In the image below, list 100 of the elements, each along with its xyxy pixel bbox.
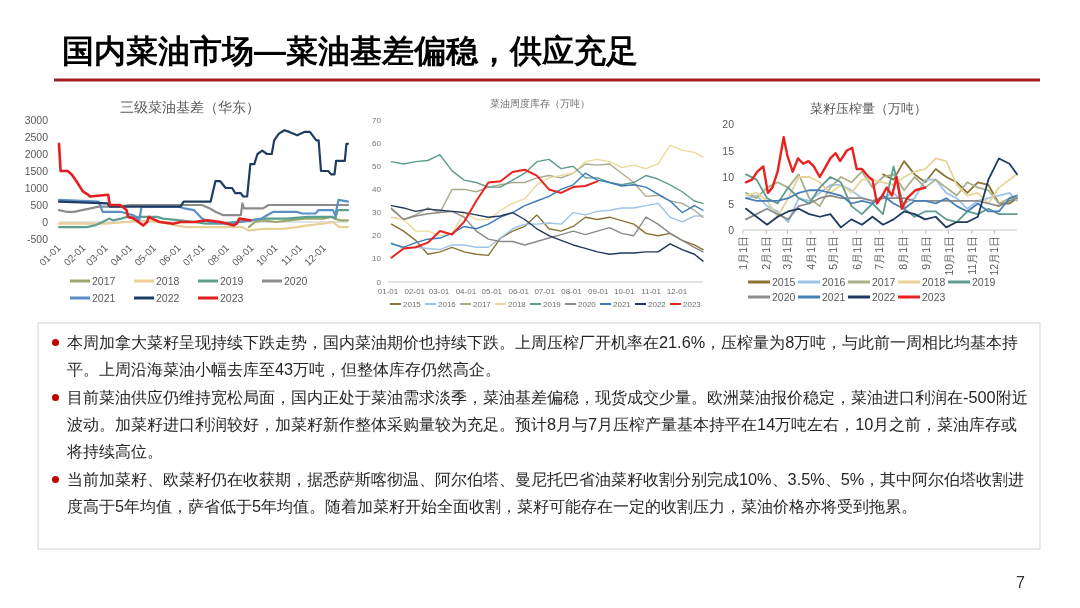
line-series — [57, 142, 252, 227]
x-tick-label: 6月1日 — [850, 236, 863, 270]
x-tick-label: 8月1日 — [896, 236, 909, 270]
y-tick-label: 60 — [372, 138, 382, 148]
x-tick-label: 09-01 — [588, 286, 610, 296]
x-tick-label: 2月1日 — [760, 236, 773, 270]
x-tick-label: 06-01 — [508, 286, 530, 296]
line-series — [882, 160, 1018, 205]
legend-label: 2015 — [772, 276, 796, 288]
y-tick-label: 1000 — [24, 182, 49, 194]
x-tick-label: 12月1日 — [988, 236, 1001, 276]
x-tick-label: 9月1日 — [919, 236, 932, 270]
legend-label: 2017 — [473, 299, 492, 309]
x-tick-label: 7月1日 — [873, 236, 886, 270]
x-tick-label: 10-01 — [614, 286, 636, 296]
line-series — [390, 208, 704, 253]
x-tick-label: 12-01 — [666, 286, 688, 296]
line-series — [390, 154, 704, 205]
chart-title: 菜籽压榨量（万吨） — [809, 102, 927, 116]
legend-label: 2022 — [872, 291, 896, 303]
x-tick-label: 4月1日 — [804, 236, 817, 270]
x-tick-label: 08-01 — [561, 286, 583, 296]
legend-label: 2021 — [613, 299, 632, 309]
line-series — [57, 209, 350, 229]
line-series — [745, 189, 1018, 213]
line-series — [745, 165, 1018, 223]
legend-label: 2019 — [220, 275, 244, 287]
y-tick-label: 30 — [372, 208, 382, 218]
x-tick-label: 11月1日 — [965, 236, 978, 275]
legend-label: 2020 — [284, 275, 308, 287]
legend-label: 2022 — [648, 299, 667, 309]
y-tick-label: -500 — [26, 233, 49, 245]
legend-label: 2016 — [438, 299, 457, 309]
legend-label: 2023 — [220, 292, 244, 304]
y-tick-label: 5 — [728, 197, 735, 210]
line-series — [390, 168, 599, 259]
y-tick-label: 10 — [372, 254, 382, 264]
y-tick-label: 40 — [372, 184, 382, 194]
line-series — [745, 194, 1018, 221]
legend-label: 2018 — [508, 299, 527, 309]
x-tick-label: 1月1日 — [737, 236, 749, 270]
y-tick-label: 70 — [372, 115, 382, 125]
x-tick-label: 10月1日 — [942, 236, 955, 276]
text: 国内菜油市场—菜油基差偏稳，供应充足 — [62, 33, 638, 69]
x-tick-label: 07-01 — [534, 286, 556, 296]
chart-title: 菜油周度库存（万吨） — [490, 98, 590, 109]
legend-label: 2020 — [772, 291, 796, 303]
x-tick-label: 02-01 — [404, 286, 426, 296]
y-tick-label: 15 — [722, 144, 735, 157]
line-series — [745, 178, 1018, 223]
legend-label: 2015 — [403, 299, 422, 309]
legend-label: 2017 — [92, 275, 116, 287]
line-series — [744, 136, 927, 210]
line-series — [390, 163, 704, 221]
legend-label: 2022 — [156, 292, 180, 304]
y-tick-label: 3000 — [24, 114, 49, 126]
legend-label: 2023 — [922, 291, 946, 303]
legend-label: 2021 — [822, 291, 846, 303]
line-series — [390, 204, 704, 262]
text: 本周加拿大菜籽呈现持续下跌走势，国内菜油期价也持续下跌。上周压榨厂开机率在21.6%，压榨量为8万吨，与此前一周相比均基本持平。上周沿海菜油小幅去库至43万吨，但整体库存仍然高企。 — [67, 333, 1019, 378]
y-tick-label: 0 — [42, 216, 49, 228]
x-tick-label: 03-01 — [428, 286, 450, 296]
chart-title: 三级菜油基差（华东） — [120, 99, 260, 115]
line-series — [390, 214, 704, 257]
y-tick-label: 20 — [372, 231, 382, 241]
x-tick-label: 11-01 — [641, 286, 662, 296]
legend-label: 2023 — [683, 299, 702, 309]
legend-label: 2019 — [972, 276, 996, 288]
y-tick-label: 2500 — [24, 131, 49, 143]
legend-label: 2017 — [872, 276, 896, 288]
x-tick-label: 3月1日 — [781, 236, 794, 270]
line-series — [745, 170, 1018, 208]
legend-label: 2019 — [543, 299, 562, 309]
line-series — [745, 157, 1018, 229]
y-tick-label: 1500 — [24, 165, 49, 177]
text: 7 — [1016, 574, 1026, 591]
line-series — [390, 144, 704, 237]
x-tick-label: 04-01 — [455, 286, 477, 296]
legend-label: 2020 — [578, 299, 597, 309]
y-tick-label: 2000 — [24, 148, 49, 160]
x-tick-label: 01-01 — [377, 286, 399, 296]
legend-label: 2016 — [822, 276, 846, 288]
y-tick-label: 500 — [30, 199, 49, 211]
y-tick-label: 50 — [372, 161, 382, 171]
text: 目前菜油供应仍维持宽松局面，国内正处于菜油需求淡季，菜油基差偏稳，现货成交少量。欧洲菜油报价稳定，菜油进口利润在-500附近波动。加菜籽进口利润较好，加菜籽新作整体采购量较为充足。预计8月与7月压榨产量基本持平在14万吨左右，10月之前，菜油库存或将持续高位。 — [67, 388, 1028, 460]
legend-label: 2018 — [156, 275, 180, 287]
y-tick-label: 20 — [722, 118, 735, 130]
line-series — [745, 157, 1018, 218]
x-tick-label: 5月1日 — [827, 236, 840, 270]
line-series — [57, 198, 350, 225]
line-series — [57, 129, 350, 208]
legend-label: 2021 — [92, 292, 116, 304]
line-series — [390, 202, 704, 251]
y-tick-label: 0 — [728, 224, 735, 236]
line-series — [57, 202, 350, 217]
text: 当前加菜籽、欧菜籽仍在收获期，据悉萨斯喀彻温、阿尔伯塔、曼尼托巴省油菜籽收割分别完成10%、3.5%、5%，其中阿尔伯塔收割进度高于5年均值，萨省低于5年均值。随着加菜籽开始全面收割，菜籽可能存在一定的收割压力，菜油价格亦将受到拖累。 — [67, 470, 1025, 515]
line-series — [57, 219, 350, 232]
line-series — [247, 215, 350, 229]
y-tick-label: 10 — [722, 171, 735, 183]
legend-label: 2018 — [922, 276, 946, 288]
